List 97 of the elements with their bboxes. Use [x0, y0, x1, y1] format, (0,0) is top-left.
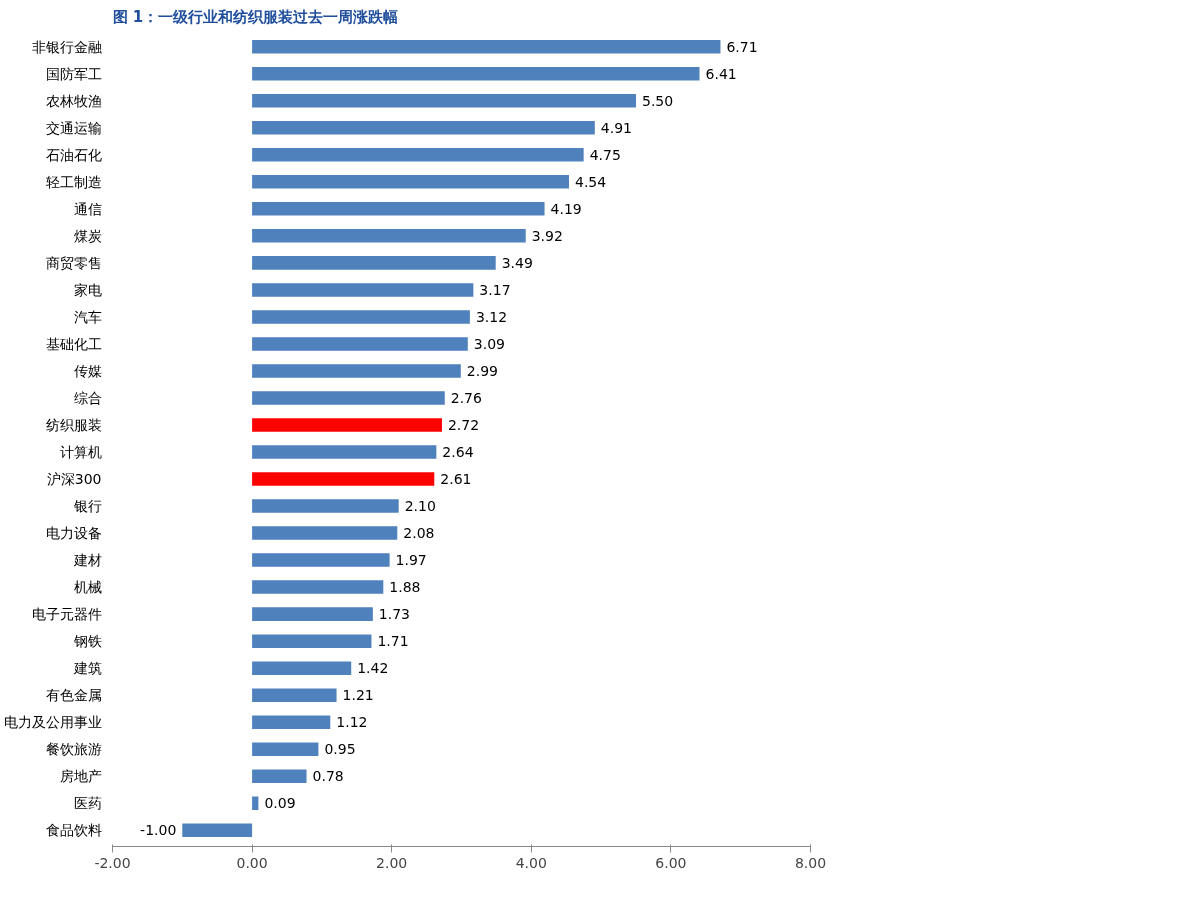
y-tick-label: 机械 [73, 579, 102, 596]
bar [252, 688, 337, 702]
y-tick-label: 建筑 [72, 660, 102, 677]
x-tick-label: 4.00 [515, 854, 547, 871]
y-tick-label: 基础化工 [45, 335, 102, 352]
bar [252, 256, 496, 270]
bar [252, 121, 595, 135]
bar [252, 66, 700, 81]
y-tick-label: 建材 [72, 552, 102, 569]
y-tick-label: 有色金属 [45, 687, 102, 704]
y-tick-label: 计算机 [59, 444, 102, 461]
y-tick-label: 煤炭 [73, 227, 102, 244]
data-label: 3.49 [501, 254, 533, 271]
y-tick-label: 非银行金融 [31, 38, 102, 55]
data-label: 2.08 [403, 525, 435, 542]
y-tick-label: 汽车 [73, 308, 102, 325]
y-tick-label: 综合 [73, 389, 102, 406]
data-label: 2.99 [466, 362, 498, 379]
bar [252, 94, 636, 108]
y-tick-label: 房地产 [59, 768, 102, 785]
y-tick-label: 电力及公用事业 [3, 714, 102, 731]
x-tick-label: 2.00 [376, 854, 408, 871]
y-tick-label: 电子元器件 [31, 606, 102, 623]
bar [182, 823, 253, 838]
x-tick-label: 0.00 [236, 854, 268, 871]
data-label: 1.97 [395, 552, 427, 569]
data-label: 2.76 [450, 389, 483, 406]
y-tick-label: 传媒 [73, 362, 102, 379]
bar [252, 607, 373, 621]
bar [252, 148, 584, 162]
data-label: 5.50 [642, 92, 674, 109]
y-tick-label: 交通运输 [45, 119, 102, 136]
x-tick-label: 6.00 [655, 854, 687, 871]
data-label: 0.78 [312, 768, 344, 785]
bar [252, 472, 435, 486]
data-label: 4.19 [550, 200, 582, 217]
bar [252, 553, 390, 567]
y-tick-label: 电力设备 [45, 525, 102, 542]
bar [252, 364, 461, 378]
bar [252, 634, 372, 648]
bar [252, 39, 721, 54]
bar [252, 175, 569, 189]
bar [252, 661, 352, 675]
bar [252, 769, 307, 783]
data-label: 6.71 [726, 38, 758, 55]
x-tick-label: 8.00 [794, 854, 827, 871]
y-tick-label: 轻工制造 [45, 173, 102, 190]
data-label: 4.91 [600, 119, 632, 136]
y-tick-label: 沪深300 [46, 471, 102, 488]
bar [252, 202, 545, 216]
bar [252, 229, 526, 243]
bar [252, 337, 468, 351]
data-label: 1.71 [377, 633, 409, 650]
bar [252, 742, 319, 756]
bar [252, 418, 442, 432]
chart-title: 图 1：一级行业和纺织服装过去一周涨跌幅 [112, 7, 399, 26]
y-tick-label: 国防军工 [45, 65, 102, 82]
bar [252, 526, 398, 540]
bar [252, 580, 384, 594]
data-label: 1.12 [336, 714, 368, 731]
bar [252, 310, 470, 324]
y-tick-label: 医药 [73, 795, 102, 812]
data-label: 6.41 [705, 65, 737, 82]
data-label: 3.92 [531, 227, 563, 244]
y-tick-label: 商贸零售 [45, 254, 102, 271]
data-label: 2.10 [404, 498, 436, 515]
data-label: 1.88 [389, 579, 421, 596]
data-label: 3.12 [475, 308, 508, 325]
y-tick-label: 石油石化 [45, 146, 102, 163]
bar [252, 499, 399, 513]
y-tick-label: 食品饮料 [45, 822, 102, 839]
bar [252, 715, 331, 729]
data-label: 1.21 [342, 687, 374, 704]
data-label: 2.61 [440, 471, 472, 488]
bar [252, 445, 437, 459]
data-label: 4.75 [589, 146, 621, 163]
y-tick-label: 家电 [73, 281, 102, 298]
data-label: 0.09 [264, 795, 296, 812]
data-label: 1.73 [378, 606, 411, 623]
data-label: 1.42 [357, 660, 389, 677]
bar [252, 283, 474, 297]
y-tick-label: 钢铁 [72, 633, 102, 650]
y-tick-label: 餐饮旅游 [45, 741, 102, 758]
bar [252, 391, 445, 405]
y-tick-label: 农林牧渔 [45, 92, 102, 109]
data-label: -1.00 [140, 822, 177, 839]
bar [252, 796, 259, 811]
y-tick-label: 纺织服装 [45, 416, 102, 433]
data-label: 2.72 [447, 416, 480, 433]
x-tick-label: -2.00 [94, 854, 131, 871]
data-label: 3.09 [473, 335, 505, 352]
data-label: 3.17 [479, 281, 511, 298]
data-label: 4.54 [574, 173, 607, 190]
data-label: 0.95 [324, 741, 356, 758]
y-tick-label: 银行 [72, 498, 102, 515]
data-label: 2.64 [442, 444, 474, 461]
y-tick-label: 通信 [73, 200, 102, 217]
